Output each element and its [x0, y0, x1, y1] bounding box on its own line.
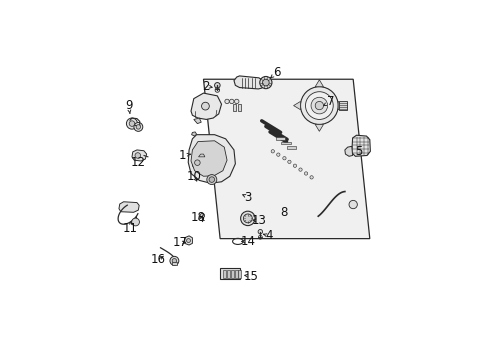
Polygon shape: [338, 102, 345, 110]
Circle shape: [135, 153, 140, 158]
Circle shape: [258, 229, 262, 234]
Bar: [338, 101, 346, 110]
Circle shape: [224, 99, 229, 104]
Text: 3: 3: [244, 190, 251, 203]
Polygon shape: [203, 79, 369, 239]
Circle shape: [259, 76, 271, 89]
Text: 10: 10: [186, 170, 201, 183]
Polygon shape: [233, 76, 264, 89]
Circle shape: [300, 87, 338, 125]
Text: 1: 1: [179, 149, 186, 162]
Polygon shape: [193, 118, 201, 123]
Bar: [235, 270, 237, 278]
Text: 8: 8: [280, 206, 287, 219]
Circle shape: [348, 201, 357, 209]
Circle shape: [282, 157, 285, 160]
Circle shape: [194, 160, 200, 166]
Circle shape: [234, 99, 239, 104]
Circle shape: [315, 102, 323, 110]
Circle shape: [126, 118, 137, 129]
Polygon shape: [198, 154, 204, 157]
Polygon shape: [315, 80, 323, 87]
Circle shape: [201, 102, 209, 110]
Bar: [220, 268, 240, 279]
Polygon shape: [191, 93, 221, 120]
Circle shape: [287, 160, 290, 163]
Polygon shape: [192, 157, 214, 168]
Text: 15: 15: [243, 270, 258, 283]
Circle shape: [129, 121, 135, 126]
Polygon shape: [351, 135, 369, 156]
Polygon shape: [293, 102, 300, 110]
Circle shape: [305, 92, 332, 120]
Text: 6: 6: [273, 66, 280, 79]
Bar: [172, 262, 177, 265]
Circle shape: [240, 211, 255, 226]
Text: 5: 5: [354, 145, 362, 158]
Polygon shape: [315, 125, 323, 131]
Text: 4: 4: [264, 229, 272, 242]
Circle shape: [208, 177, 214, 183]
Circle shape: [262, 79, 268, 86]
Circle shape: [134, 122, 142, 131]
Circle shape: [214, 82, 220, 88]
Circle shape: [270, 150, 274, 153]
Bar: [237, 104, 241, 111]
Circle shape: [200, 213, 204, 218]
Circle shape: [310, 97, 327, 114]
Circle shape: [309, 176, 313, 179]
Text: 16: 16: [150, 253, 165, 266]
Circle shape: [170, 256, 179, 265]
Polygon shape: [188, 135, 235, 183]
Text: 12: 12: [131, 156, 145, 169]
Circle shape: [298, 168, 302, 171]
Polygon shape: [191, 132, 196, 136]
Bar: [238, 270, 241, 278]
Circle shape: [243, 214, 252, 223]
Bar: [275, 138, 285, 140]
Polygon shape: [132, 150, 146, 161]
Text: 9: 9: [124, 99, 132, 112]
Circle shape: [229, 99, 233, 104]
Bar: [231, 270, 233, 278]
Bar: [232, 104, 236, 111]
Text: 7: 7: [326, 95, 334, 108]
Circle shape: [304, 172, 307, 175]
Text: 18: 18: [190, 211, 205, 224]
Bar: [286, 146, 296, 149]
Circle shape: [293, 164, 296, 167]
Text: 11: 11: [122, 222, 137, 235]
Circle shape: [186, 239, 190, 243]
Circle shape: [131, 218, 139, 226]
Text: 13: 13: [251, 214, 266, 227]
Circle shape: [276, 153, 280, 156]
Text: 14: 14: [240, 235, 255, 248]
Text: 2: 2: [202, 80, 209, 93]
Bar: [223, 270, 226, 278]
Polygon shape: [344, 146, 352, 156]
Circle shape: [172, 258, 176, 263]
Polygon shape: [119, 202, 139, 212]
Polygon shape: [191, 141, 226, 176]
Text: 17: 17: [172, 236, 187, 249]
Circle shape: [136, 125, 140, 129]
Polygon shape: [184, 236, 192, 245]
Bar: [281, 141, 290, 144]
Circle shape: [206, 175, 216, 185]
Bar: [227, 270, 230, 278]
